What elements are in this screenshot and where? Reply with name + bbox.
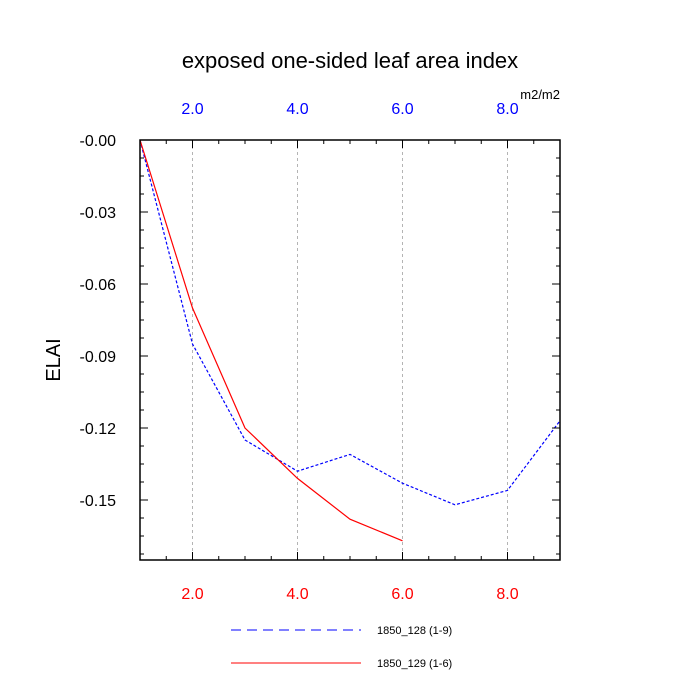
y-tick-label: -0.00 xyxy=(80,133,117,150)
series-line-1 xyxy=(139,139,403,542)
series-lines xyxy=(139,139,561,542)
x-tick-label-bottom: 4.0 xyxy=(286,586,308,603)
y-tick-label: -0.09 xyxy=(80,349,117,366)
chart-title: exposed one-sided leaf area index xyxy=(182,48,518,73)
y-tick-label: -0.06 xyxy=(80,277,117,294)
x-tick-label-top: 2.0 xyxy=(181,101,203,118)
x-tick-label-bottom: 8.0 xyxy=(496,586,518,603)
x-tick-label-bottom: 6.0 xyxy=(391,586,413,603)
legend: 1850_128 (1-9) 1850_129 (1-6) xyxy=(231,625,452,670)
grid-lines xyxy=(192,140,508,560)
x-tick-label-top: 8.0 xyxy=(496,101,518,118)
units-label: m2/m2 xyxy=(520,87,560,102)
x-tick-label-top: 6.0 xyxy=(391,101,413,118)
y-tick-label: -0.03 xyxy=(80,205,117,222)
axis-ticks xyxy=(139,139,561,560)
y-axis-label: ELAI xyxy=(43,338,65,381)
plot-frame xyxy=(139,139,561,561)
series-line-0 xyxy=(139,139,561,506)
y-tick-label: -0.12 xyxy=(80,421,117,438)
legend-label-1850-128: 1850_128 (1-9) xyxy=(377,625,452,637)
x-tick-label-top: 4.0 xyxy=(286,101,308,118)
legend-label-1850-129: 1850_129 (1-6) xyxy=(377,658,452,670)
y-tick-label: -0.15 xyxy=(80,493,117,510)
tick-labels: 2.0 2.0 4.0 4.0 6.0 6.0 8.0 8.0 -0.00 -0.03 -0.06 -… xyxy=(80,101,519,603)
x-tick-label-bottom: 2.0 xyxy=(181,586,203,603)
